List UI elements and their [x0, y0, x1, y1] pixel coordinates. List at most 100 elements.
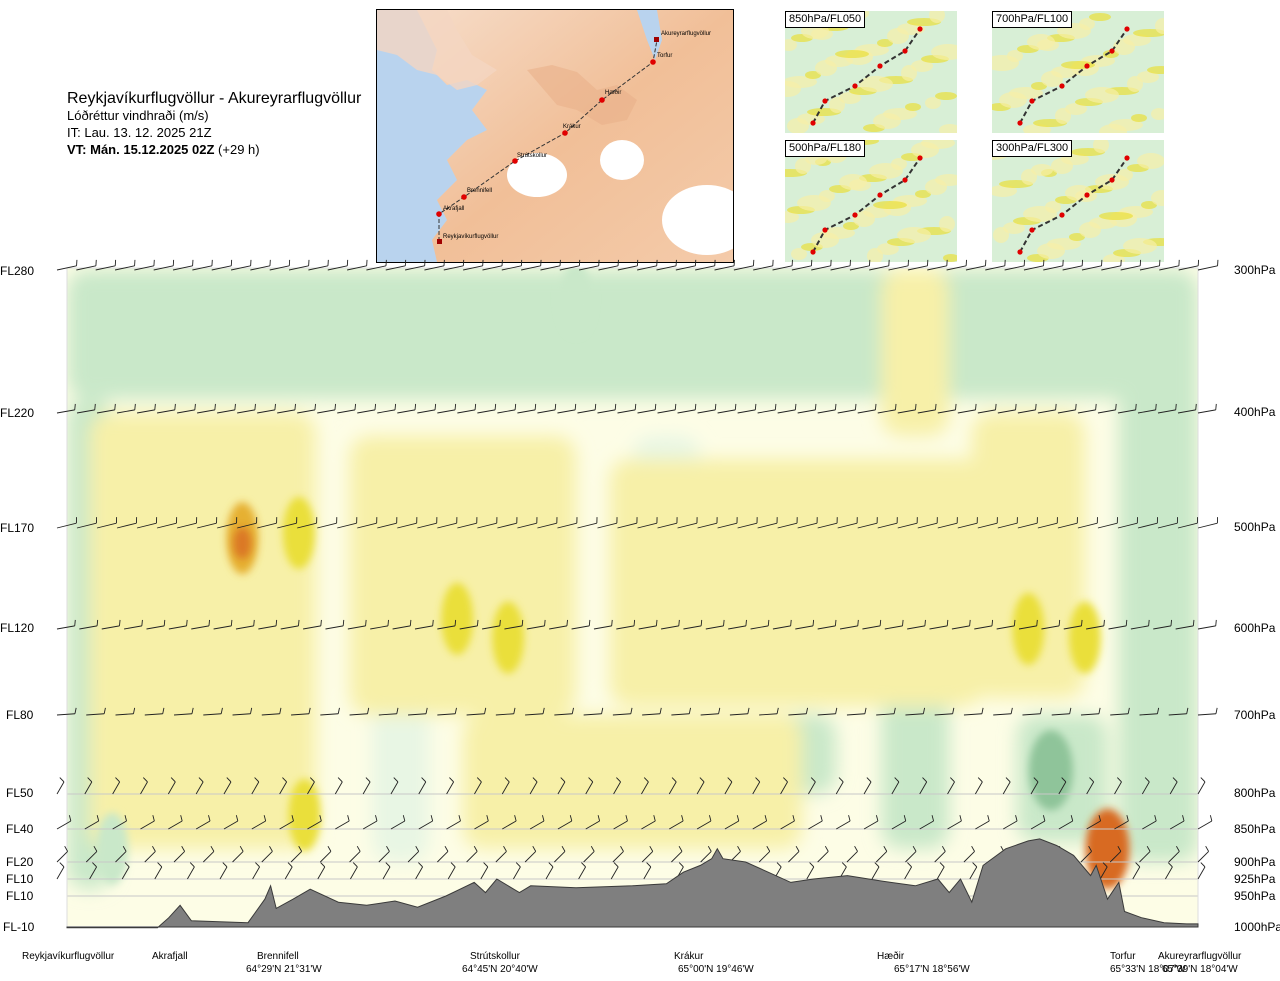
wind-barb: [56, 777, 65, 795]
wind-barb: [974, 777, 983, 795]
map-label-torfur: Torfur: [657, 53, 672, 59]
mini-map-blob: [825, 55, 853, 67]
wind-barb: [1153, 619, 1173, 630]
wind-barb: [1197, 259, 1219, 271]
wind-barb: [154, 862, 163, 880]
wind-barb: [919, 777, 928, 795]
wind-barb: [261, 845, 273, 863]
wind-barb: [571, 619, 591, 630]
wind-barb: [934, 845, 946, 863]
wind-barb: [424, 259, 445, 271]
map-label-akureyri: Akureyrarflugvöllur: [661, 31, 711, 37]
fl-label: FL50: [6, 786, 34, 800]
updraft-core: [1068, 601, 1101, 674]
wind-barb: [1169, 777, 1178, 795]
wind-barb: [817, 403, 837, 414]
wind-barb: [537, 403, 557, 414]
wind-barb: [501, 259, 523, 271]
wind-barb: [482, 619, 501, 630]
wind-barb: [407, 845, 420, 863]
location-label: Brennifell 64°29'N 21°31'W: [246, 951, 322, 975]
wind-barb: [884, 619, 904, 630]
wind-barb: [1002, 815, 1018, 830]
map-label-reykjavik: Reykjavíkurflugvöllur: [443, 234, 498, 240]
wind-barb: [642, 707, 662, 716]
mini-map-blob: [1151, 190, 1164, 206]
wind-barb: [963, 845, 975, 863]
wind-barb: [235, 619, 255, 630]
wind-barb: [808, 815, 823, 830]
mini-map-blob: [1131, 114, 1147, 122]
mini-map-waypoint: [1084, 63, 1090, 69]
wind-barb: [617, 259, 639, 271]
wind-barb: [876, 707, 896, 716]
location-label: Krákur 65°00'N 19°46'W: [674, 951, 754, 975]
location-label: Reykjavíkurflugvöllur: [22, 951, 115, 962]
wind-barb: [415, 862, 423, 880]
pressure-label: 850hPa: [1234, 822, 1276, 836]
wind-barb: [252, 862, 260, 880]
wind-barb: [517, 403, 537, 414]
wind-barb: [112, 777, 121, 795]
wind-barb: [1023, 259, 1045, 271]
wind-barb: [197, 517, 218, 529]
wind-barb: [417, 517, 438, 529]
mini-map-blob: [1085, 87, 1119, 103]
wind-barb: [837, 403, 857, 414]
pressure-label: 700hPa: [1234, 708, 1276, 722]
mini-map-waypoint: [1109, 177, 1115, 183]
wind-barb: [446, 777, 454, 795]
wind-barb: [1057, 517, 1078, 529]
wind-barb: [677, 517, 698, 529]
mini-map-blob: [805, 71, 821, 79]
wind-barb: [657, 517, 678, 529]
wind-barb: [788, 707, 809, 716]
wind-barb: [390, 777, 399, 795]
wind-barb: [1197, 777, 1206, 795]
fl-label: FL120: [0, 621, 35, 635]
mini-map-blob: [1047, 238, 1081, 250]
wind-barb: [579, 259, 600, 271]
mini-map-700-image: [992, 11, 1164, 133]
wind-barb: [85, 845, 98, 863]
wind-barb: [385, 259, 407, 271]
wind-barb: [213, 619, 233, 630]
wind-barb: [1139, 845, 1151, 863]
mini-map-route: [812, 28, 921, 124]
wind-barb: [637, 259, 658, 271]
wind-barb: [545, 862, 554, 880]
mini-map-blob: [1151, 108, 1164, 120]
mini-map-blob: [939, 124, 957, 133]
issue-time: IT: Lau. 13. 12. 2025 21Z: [67, 125, 212, 140]
mini-map-waypoint: [1017, 120, 1023, 126]
wind-barb: [251, 777, 260, 795]
field-blobs: [67, 270, 1198, 890]
wind-barb: [578, 862, 586, 880]
wind-barb: [937, 517, 958, 529]
wind-barb: [466, 707, 487, 716]
wind-barb: [1130, 619, 1150, 630]
wind-barb: [76, 403, 96, 414]
wind-barb: [1041, 619, 1061, 630]
wind-barb: [817, 517, 838, 529]
wind-barb: [362, 815, 378, 830]
wind-barb: [525, 707, 545, 716]
wind-barb: [907, 619, 926, 630]
wind-barb: [517, 517, 538, 529]
wind-barb: [875, 845, 888, 863]
wind-barb: [1099, 862, 1108, 880]
wind-barb: [1081, 259, 1103, 271]
mini-map-850: 850hPa/FL050: [785, 11, 957, 133]
wind-barb: [524, 845, 537, 863]
map-label-akrafjall: Akrafjall: [443, 206, 464, 212]
wind-barb: [1086, 777, 1095, 795]
wind-barb: [641, 777, 649, 795]
wind-barb: [414, 619, 434, 630]
fl-label: FL80: [6, 708, 34, 722]
wind-barb: [521, 259, 542, 271]
mini-map-blob: [1003, 222, 1025, 234]
wind-barb: [349, 707, 370, 716]
wind-barb: [705, 619, 725, 630]
wind-barb: [96, 403, 116, 414]
wind-barb: [86, 707, 106, 716]
